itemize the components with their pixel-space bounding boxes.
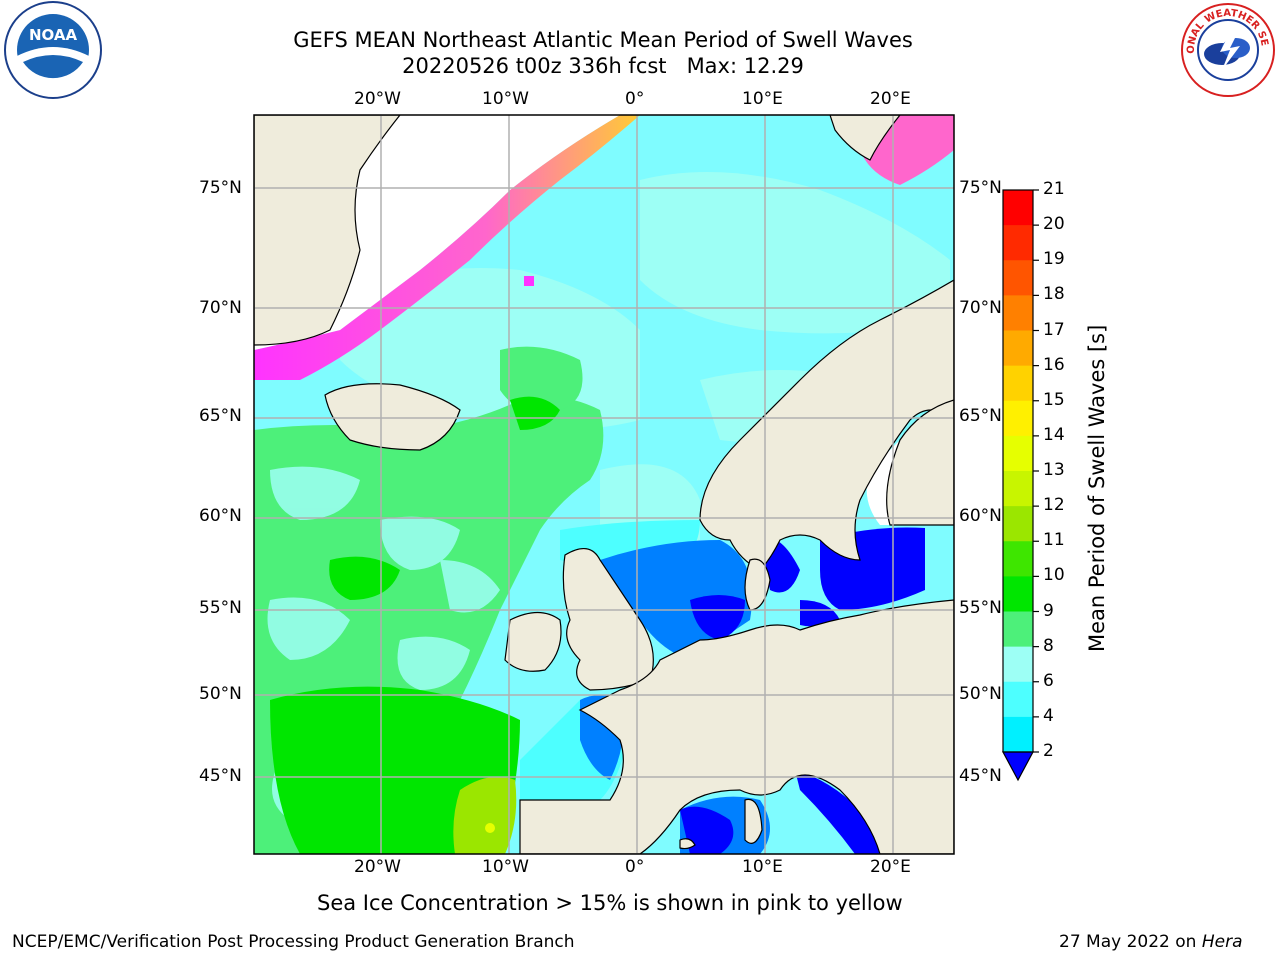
colorbar-segment [1003,506,1033,542]
lon-tick-bottom: 10°E [742,857,783,877]
lon-tick-bottom: 20°E [870,857,911,877]
colorbar-segment [1003,541,1033,577]
lon-tick-top: 10°W [482,89,529,109]
colorbar-tick-label: 10 [1043,565,1065,586]
lon-tick-top: 0° [625,89,645,109]
colorbar-segment [1003,400,1033,437]
svalbard [829,115,901,161]
lat-tick-right: 45°N [959,766,1002,786]
colorbar-segment [1003,365,1033,402]
colorbar-segment [1003,260,1033,296]
graticule [254,115,954,854]
swell-8-9s-southwest-patches [267,466,500,820]
colorbar-tick-label: 20 [1043,214,1065,235]
colorbar-tick-label: 12 [1043,495,1065,516]
colorbar-tick-label: 15 [1043,389,1065,410]
footer-left: NCEP/EMC/Verification Post Processing Pr… [12,932,575,952]
lat-tick-right: 75°N [959,178,1002,198]
sea-ice-caption: Sea Ice Concentration > 15% is shown in … [317,891,903,915]
colorbar-tick-label: 18 [1043,284,1065,305]
land-areas [254,115,954,854]
lat-tick-right: 60°N [959,506,1002,526]
colorbar-segment [1003,716,1033,753]
colorbar-tick-label: 11 [1043,530,1065,551]
colorbar-segment [1003,576,1033,613]
lon-tick-top: 10°E [742,89,783,109]
colorbar-tick-label: 21 [1043,179,1065,199]
swell-below-2s-area [570,527,925,854]
lat-tick-left: 50°N [199,684,242,704]
lat-tick-right: 50°N [959,684,1002,704]
colorbar-segment [1003,471,1033,507]
colorbar-tick-label: 2 [1043,741,1054,761]
balearic [679,838,696,850]
footer-date: 27 May 2022 on [1059,932,1202,952]
lon-tick-top: 20°E [870,89,911,109]
colorbar-tick-label: 16 [1043,354,1065,375]
lat-tick-left: 60°N [199,506,242,526]
colorbar-tick-label: 14 [1043,424,1065,445]
colorbar-segment [1003,225,1033,261]
colorbar-tick-label: 13 [1043,460,1065,480]
chart-subtitle: 20220526 t00z 336h fcst Max: 12.29 [402,54,804,78]
lon-tick-bottom: 10°W [482,857,529,877]
colorbar-title: Mean Period of Swell Waves [s] [1085,324,1109,652]
colorbar-segment [1003,611,1033,648]
iceland [324,383,461,451]
lat-tick-right: 65°N [959,406,1002,426]
colorbar-segment [1003,646,1033,683]
colorbar-tick-label: 9 [1043,600,1054,621]
colorbar-segment [1003,681,1033,718]
corsica-sardinia [744,798,763,844]
lon-tick-bottom: 20°W [354,857,401,877]
lat-tick-left: 55°N [199,598,242,618]
footer-machine: Hera [1201,932,1243,952]
colorbar-segment [1003,330,1033,367]
colorbar-tick-label: 4 [1043,705,1054,726]
nws-logo: NATIONAL WEATHER SERVICE [1180,2,1275,97]
colorbar-segment [1003,435,1033,472]
lon-tick-bottom: 0° [625,857,645,877]
noaa-logo-text: NOAA [29,26,78,44]
continental-europe [519,599,954,854]
lat-tick-left: 75°N [199,178,242,198]
finland [886,399,954,526]
ireland [504,611,562,672]
lat-tick-right: 70°N [959,298,1002,318]
map-field [254,115,954,854]
footer-right: 27 May 2022 on Hera [1059,932,1243,952]
noaa-logo: NOAA [4,1,102,99]
colorbar-segment [1003,190,1033,226]
denmark [744,558,771,611]
colorbar-tick-label: 19 [1043,249,1065,270]
chart-title: GEFS MEAN Northeast Atlantic Mean Period… [293,28,913,52]
colorbar-segment [1003,295,1033,332]
colorbar-extend-arrow [1001,751,1035,782]
lat-tick-left: 65°N [199,406,242,426]
colorbar-tick-label: 8 [1043,635,1054,656]
lon-tick-top: 20°W [354,89,401,109]
great-britain [562,548,654,691]
lat-tick-right: 55°N [959,598,1002,618]
lat-tick-left: 45°N [199,766,242,786]
lat-tick-left: 70°N [199,298,242,318]
colorbar-tick-label: 17 [1043,319,1065,340]
colorbar [1001,189,1039,782]
map-frame [253,114,955,855]
greenland [254,115,401,346]
swell-11-13s-area [453,776,517,854]
colorbar-tick-label: 6 [1043,670,1054,691]
